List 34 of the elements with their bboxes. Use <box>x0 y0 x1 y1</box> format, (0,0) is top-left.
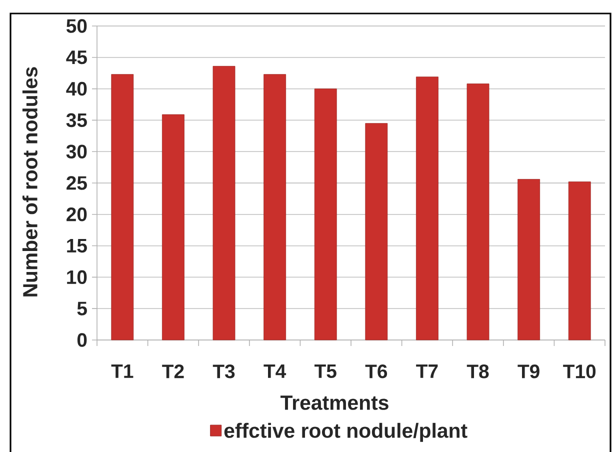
x-tick-label: T10 <box>563 364 596 378</box>
x-tick-label: T8 <box>466 364 489 378</box>
y-tick-label: 50 <box>66 19 87 33</box>
y-tick-label: 35 <box>66 113 87 128</box>
y-axis-title: Number of root nodules <box>22 67 38 296</box>
bar <box>264 74 286 340</box>
y-tick-label: 0 <box>77 333 87 347</box>
x-tick-label: T4 <box>264 364 286 378</box>
bar <box>111 74 134 340</box>
bar <box>416 76 438 340</box>
bar <box>314 88 337 340</box>
bar <box>568 182 591 340</box>
y-tick-label: 40 <box>66 82 87 96</box>
x-tick-label: T7 <box>416 364 438 378</box>
x-tick-label: T6 <box>365 364 388 378</box>
x-tick-label: T5 <box>314 364 336 378</box>
bar <box>518 179 540 340</box>
bar <box>162 114 184 340</box>
x-tick-label: T2 <box>162 364 184 378</box>
y-tick-label: 20 <box>66 208 87 222</box>
y-tick-label: 25 <box>66 176 87 190</box>
x-tick-label: T9 <box>518 364 540 378</box>
bar <box>212 66 236 340</box>
y-tick-label: 30 <box>66 144 87 158</box>
bar <box>365 123 388 340</box>
y-tick-label: 10 <box>67 270 87 284</box>
y-tick-label: 15 <box>67 239 87 253</box>
legend-label: effctive root nodule/plant <box>224 422 468 442</box>
x-tick-label: T3 <box>212 364 235 378</box>
y-tick-label: 45 <box>66 50 87 64</box>
y-tick-label: 5 <box>77 302 87 316</box>
bar <box>466 84 490 340</box>
x-axis-title: Treatments <box>280 396 388 410</box>
x-tick-label: T1 <box>111 364 134 378</box>
